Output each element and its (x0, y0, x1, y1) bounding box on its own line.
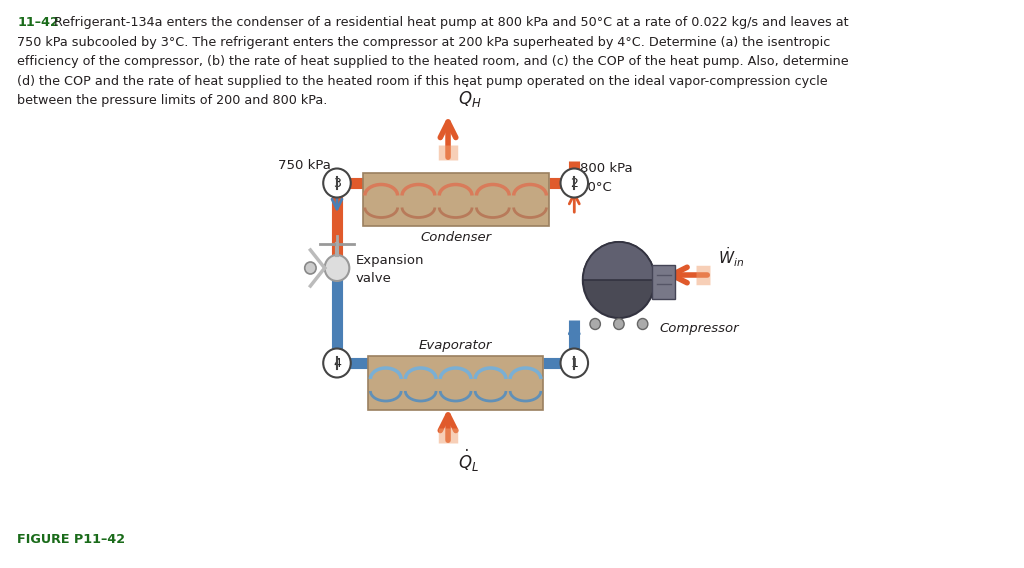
Text: 800 kPa: 800 kPa (580, 161, 633, 174)
Circle shape (560, 169, 588, 198)
Text: 750 kPa subcooled by 3°C. The refrigerant enters the compressor at 200 kPa super: 750 kPa subcooled by 3°C. The refrigeran… (17, 36, 830, 48)
Text: 3: 3 (333, 177, 341, 190)
Text: $\dot{Q}_H$: $\dot{Q}_H$ (458, 84, 481, 110)
Text: 11–42: 11–42 (17, 16, 59, 29)
Text: Compressor: Compressor (659, 321, 739, 335)
Circle shape (613, 319, 624, 329)
Wedge shape (583, 242, 655, 280)
Text: FIGURE P11–42: FIGURE P11–42 (17, 533, 125, 546)
Circle shape (305, 262, 316, 274)
Circle shape (590, 319, 600, 329)
Circle shape (324, 349, 351, 378)
Bar (369, 356, 543, 410)
Text: valve: valve (356, 272, 392, 285)
FancyBboxPatch shape (652, 265, 675, 299)
Text: Expansion: Expansion (356, 253, 425, 266)
Text: Condenser: Condenser (420, 231, 492, 244)
Text: $\dot{W}_{in}$: $\dot{W}_{in}$ (718, 245, 743, 269)
Text: $\dot{Q}_L$: $\dot{Q}_L$ (458, 448, 478, 474)
Text: 50°C: 50°C (580, 181, 612, 194)
Text: between the pressure limits of 200 and 800 kPa.: between the pressure limits of 200 and 8… (17, 94, 328, 107)
Text: (d) the COP and the rate of heat supplied to the heated room if this heat pump o: (d) the COP and the rate of heat supplie… (17, 74, 827, 87)
Circle shape (324, 169, 351, 198)
Circle shape (637, 319, 648, 329)
Text: 750 kPa: 750 kPa (279, 158, 332, 172)
Circle shape (583, 242, 655, 318)
Circle shape (560, 349, 588, 378)
Text: efficiency of the compressor, (b) the rate of heat supplied to the heated room, : efficiency of the compressor, (b) the ra… (17, 55, 849, 68)
Bar (362, 173, 549, 226)
Circle shape (325, 255, 349, 281)
Text: 4: 4 (333, 357, 341, 370)
Text: Refrigerant-134a enters the condenser of a residential heat pump at 800 kPa and : Refrigerant-134a enters the condenser of… (50, 16, 849, 29)
Text: Evaporator: Evaporator (419, 339, 493, 352)
Text: 2: 2 (570, 177, 579, 190)
Text: 1: 1 (570, 357, 579, 370)
